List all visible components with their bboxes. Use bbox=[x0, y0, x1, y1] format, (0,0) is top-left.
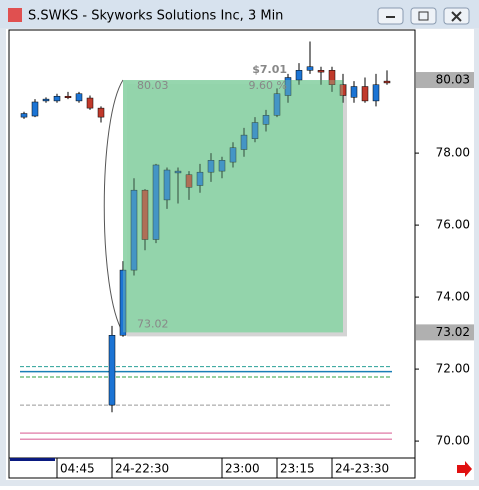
y-tick-label: 76.00 bbox=[436, 218, 470, 232]
candle-body bbox=[86, 97, 94, 109]
close-icon bbox=[451, 11, 462, 22]
candle-body bbox=[339, 84, 347, 96]
candle-body bbox=[295, 70, 303, 81]
chart: 70.00 72.00 74.00 76.00 78.00 04:45 24-22:30 23… bbox=[20, 41, 474, 478]
time-axis bbox=[8, 457, 416, 479]
scroll-arrow[interactable] bbox=[457, 461, 472, 477]
candle-body bbox=[240, 134, 248, 150]
x-tick-label: 23:00 bbox=[225, 462, 260, 476]
maximize-icon bbox=[418, 11, 429, 21]
candle-body bbox=[372, 84, 380, 102]
candle-body bbox=[108, 335, 116, 406]
y-tick-label: 74.00 bbox=[436, 290, 470, 304]
candle-body bbox=[383, 80, 391, 84]
y-tick-label: 70.00 bbox=[436, 434, 470, 448]
price-tag-high-bg bbox=[416, 72, 474, 89]
price-tag-high: 80.03 bbox=[436, 73, 470, 87]
candle-body bbox=[251, 122, 259, 139]
candle-body bbox=[42, 98, 50, 102]
app-icon bbox=[8, 8, 22, 22]
candle-body bbox=[317, 70, 325, 73]
candle-body bbox=[284, 77, 292, 96]
candle-body bbox=[361, 86, 369, 102]
range-box-overlay bbox=[123, 80, 343, 333]
x-tick-label: 23:15 bbox=[280, 462, 315, 476]
candle-body bbox=[262, 115, 270, 125]
window-title: S.SWKS - Skyworks Solutions Inc, 3 Min bbox=[28, 9, 283, 24]
candle-body bbox=[306, 66, 314, 71]
candle-body bbox=[218, 160, 226, 172]
candle-body bbox=[207, 160, 215, 173]
scroll-indicator bbox=[10, 458, 55, 461]
candle-body bbox=[174, 170, 182, 174]
candle-body bbox=[130, 189, 138, 271]
candle-body bbox=[141, 189, 149, 240]
range-high-label: 80.03 bbox=[137, 79, 169, 92]
x-tick-label: 04:45 bbox=[60, 462, 95, 476]
candle-body bbox=[31, 101, 39, 117]
candle-body bbox=[64, 95, 72, 98]
candle-body bbox=[328, 70, 336, 85]
price-tag-low-bg bbox=[416, 324, 474, 341]
maximize-button[interactable] bbox=[410, 7, 437, 25]
candle-body bbox=[20, 113, 28, 118]
candle-body bbox=[75, 93, 83, 102]
range-low-label: 73.02 bbox=[137, 317, 169, 330]
x-tick-label: 24-23:30 bbox=[335, 462, 389, 476]
candle-body bbox=[229, 147, 237, 163]
y-tick-label: 78.00 bbox=[436, 146, 470, 160]
range-box bbox=[123, 80, 343, 333]
candle-body bbox=[119, 269, 127, 336]
candle-body bbox=[273, 93, 281, 116]
candle-body bbox=[53, 95, 61, 102]
candle-body bbox=[97, 107, 105, 118]
range-change: $7.01 bbox=[252, 63, 287, 76]
candle-body bbox=[350, 86, 358, 98]
candle-body bbox=[163, 169, 171, 201]
candle-body bbox=[152, 164, 160, 240]
range-box-curve bbox=[103, 79, 124, 333]
x-tick-label: 24-22:30 bbox=[115, 462, 169, 476]
y-tick-label: 72.00 bbox=[436, 362, 470, 376]
candle-body bbox=[196, 171, 204, 186]
price-tag-low: 73.02 bbox=[436, 325, 470, 339]
candle-body bbox=[185, 174, 193, 188]
range-change-pct: 9.60 % bbox=[249, 79, 287, 92]
